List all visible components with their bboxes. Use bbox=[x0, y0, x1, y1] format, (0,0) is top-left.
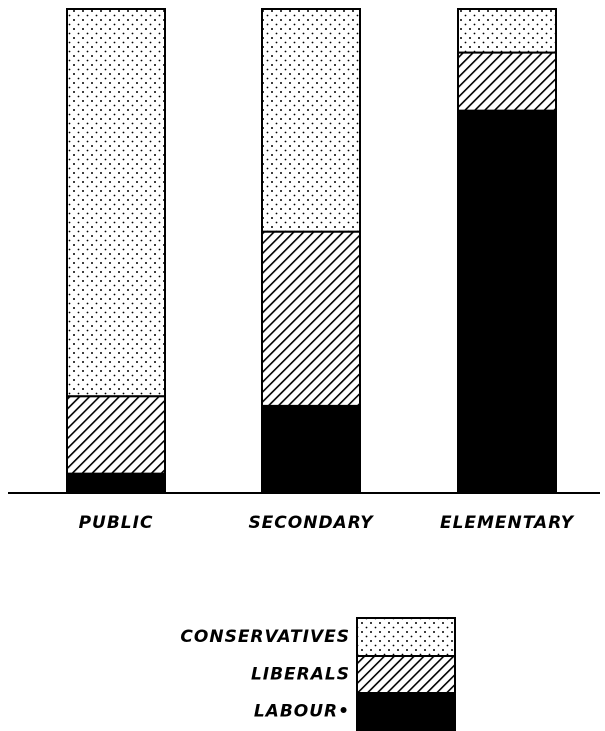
bar-segment bbox=[66, 395, 166, 475]
legend-swatch bbox=[356, 617, 456, 657]
legend-label: LABOUR• bbox=[254, 702, 350, 722]
bar-segment bbox=[261, 404, 361, 495]
bar-segment bbox=[457, 109, 557, 494]
bar-segment bbox=[261, 230, 361, 407]
x-tick-label: ELEMENTARY bbox=[440, 513, 575, 533]
legend-swatch bbox=[356, 655, 456, 694]
bar-segment bbox=[457, 51, 557, 112]
x-tick-label: SECONDARY bbox=[248, 513, 374, 533]
bar-segment bbox=[261, 8, 361, 233]
bar-segment bbox=[66, 472, 166, 495]
legend-swatch bbox=[356, 692, 456, 731]
bar-segment bbox=[457, 8, 557, 54]
bar-segment bbox=[66, 8, 166, 398]
legend-label: LIBERALS bbox=[251, 665, 350, 685]
x-tick-label: PUBLIC bbox=[79, 513, 154, 533]
legend-label: CONSERVATIVES bbox=[180, 627, 350, 647]
